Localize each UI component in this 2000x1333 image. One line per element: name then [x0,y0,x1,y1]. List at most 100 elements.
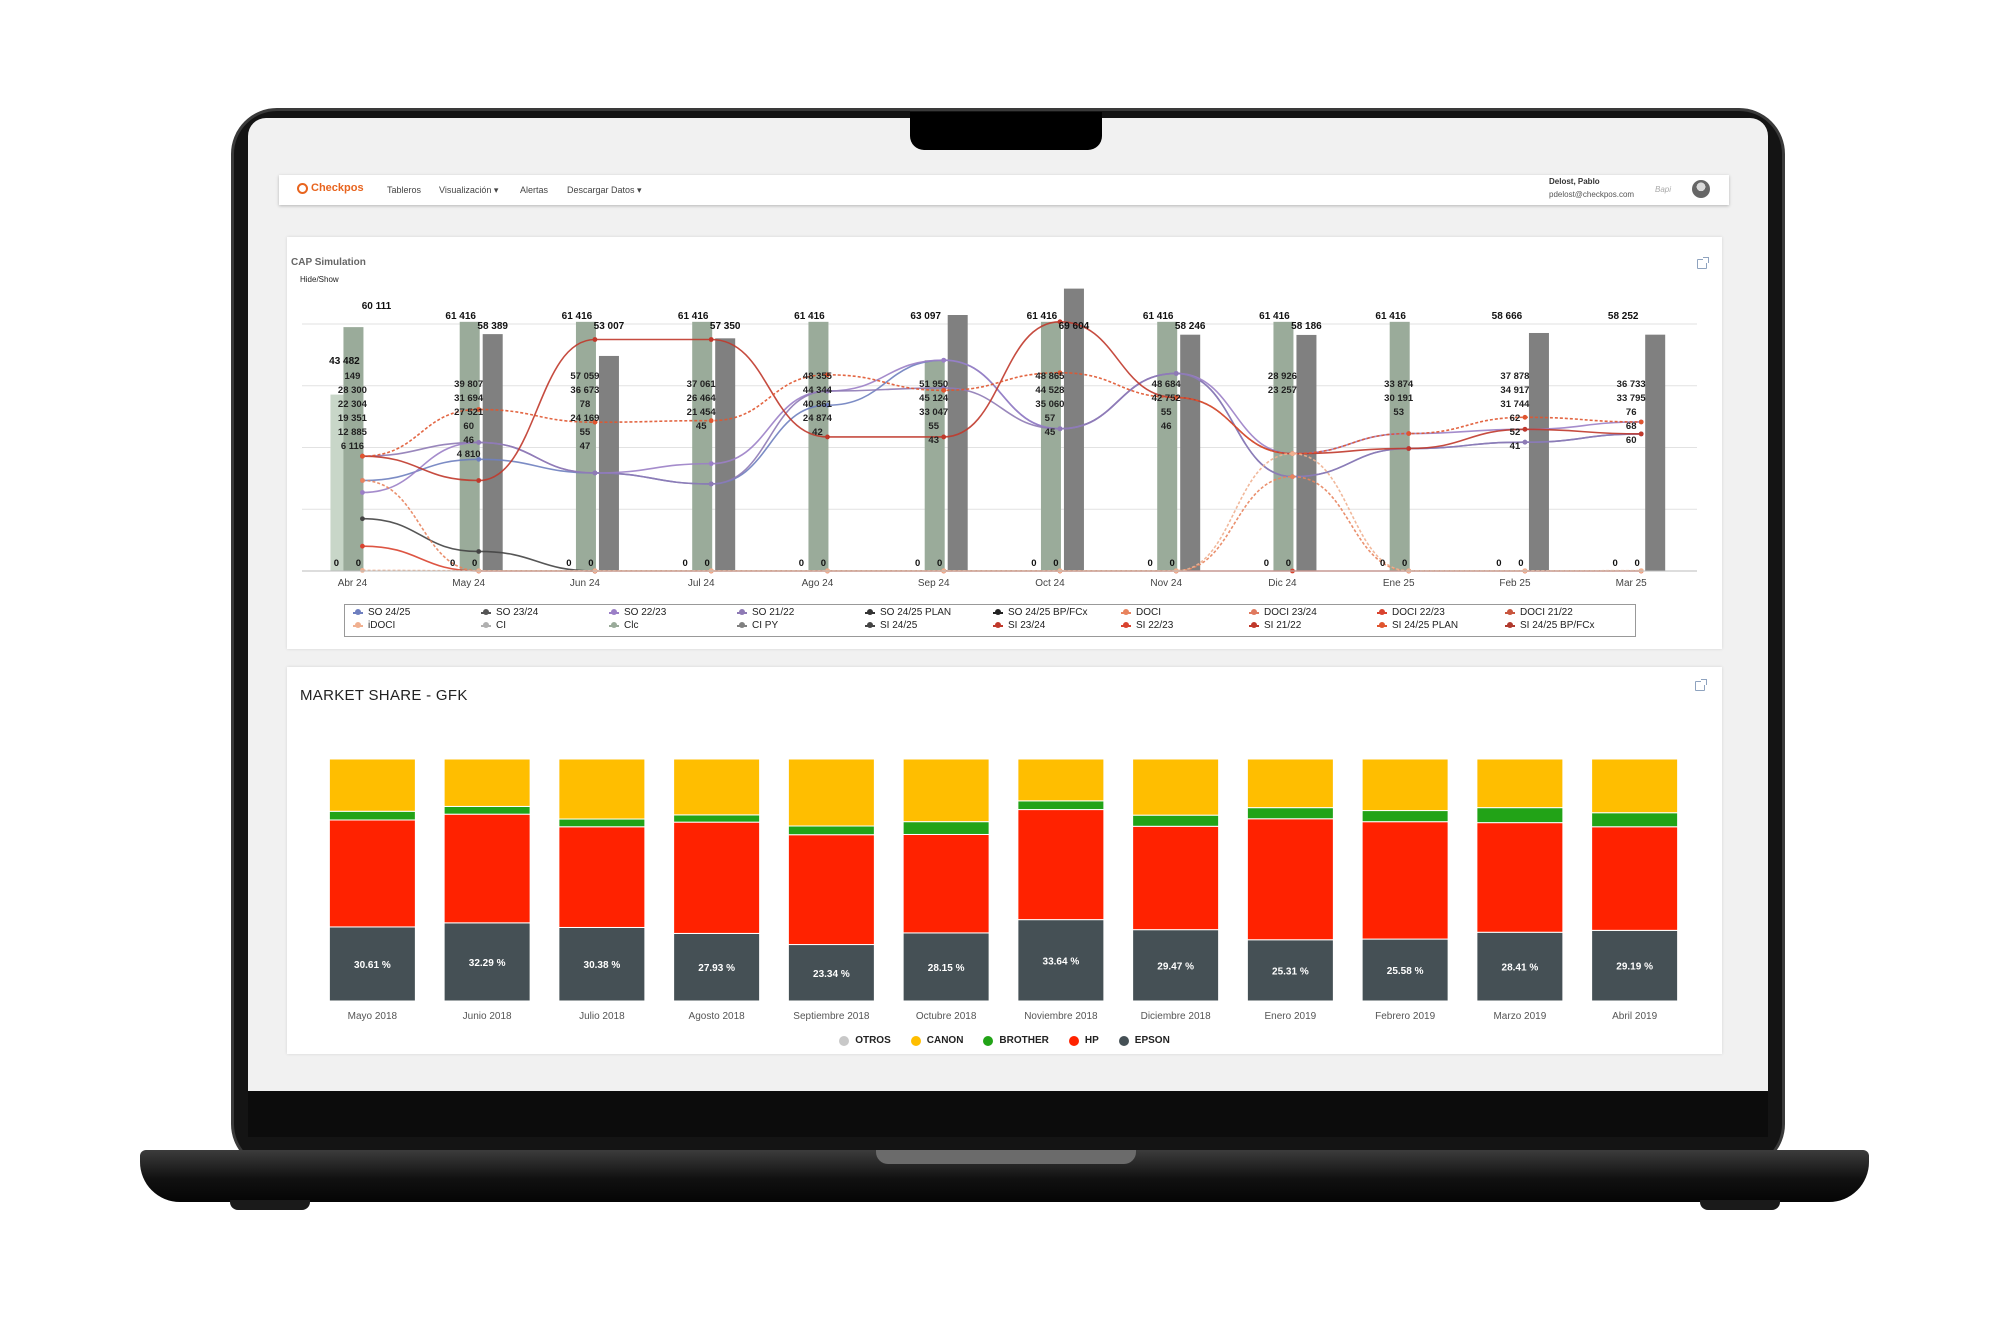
point-si-24-25-plan-4 [825,372,830,378]
point-si-24-25-plan-1 [476,407,482,412]
user-name[interactable]: Delost, Pablo [1549,177,1600,186]
external-link-icon[interactable] [1697,257,1709,269]
legend-label: iDOCI [368,620,396,631]
bar-top-label: 61 416 [1027,311,1058,322]
legend-marker-icon [737,621,747,628]
market-share-title: MARKET SHARE - GFK [300,687,468,704]
point-label: 37 061 [687,379,717,390]
legend-item-epson[interactable]: EPSON [1118,1035,1170,1046]
point-label: 47 [580,441,591,452]
x-tick-label: Marzo 2019 [1493,1011,1546,1022]
legend-item-ci[interactable]: CI [481,620,506,631]
bar-clc-9 [1389,321,1410,571]
point-label: 23 257 [1268,385,1297,396]
bar-brother-7 [1132,814,1220,827]
legend-item-si-24-25-bp-fcx[interactable]: SI 24/25 BP/FCx [1505,620,1594,631]
legend-item-brother[interactable]: BROTHER [983,1035,1049,1046]
bar-value-label: 30.61 % [354,960,391,971]
legend-label: DOCI 21/22 [1520,607,1573,618]
nav-visualizacion[interactable]: Visualización ▾ [439,185,499,195]
legend-item-so-21-22[interactable]: SO 21/22 [737,607,794,618]
legend-item-otros[interactable]: OTROS [839,1035,891,1046]
point-label: 42 752 [1152,393,1181,404]
legend-item-so-22-23[interactable]: SO 22/23 [609,607,666,618]
legend-item-clc[interactable]: Clc [609,620,638,631]
legend-item-so-24-25-bp-fcx[interactable]: SO 24/25 BP/FCx [993,607,1087,618]
bar-hp-7 [1132,825,1220,931]
bar-hp-2 [558,826,646,928]
legend-item-doci-23-24[interactable]: DOCI 23/24 [1249,607,1317,618]
hide-show-toggle[interactable]: Hide/Show [300,275,339,284]
legend-item-so-24-25[interactable]: SO 24/25 [353,607,410,618]
legend-item-si-23-24[interactable]: SI 23/24 [993,620,1045,631]
app-logo[interactable]: Checkpos [297,182,364,194]
point-label: 37 878 [1500,371,1529,382]
legend-item-canon[interactable]: CANON [910,1035,963,1046]
avatar[interactable] [1692,180,1710,198]
market-share-legend: OTROS CANON BROTHER HP EPSON [287,1035,1722,1049]
market-share-card: MARKET SHARE - GFK 30.61 % Mayo 2018 32.29… [287,667,1722,1054]
zero-label: 0 [450,558,455,569]
legend-item-doci-21-22[interactable]: DOCI 21/22 [1505,607,1573,618]
user-extra-label: Bapi [1655,185,1672,194]
x-tick-label: Feb 25 [1499,578,1531,589]
bar-hp-1 [443,813,531,924]
legend-item-hp[interactable]: HP [1068,1035,1099,1046]
x-tick-label: Ene 25 [1383,578,1415,589]
external-link-icon[interactable] [1695,679,1707,691]
point-label: 28 926 [1268,371,1297,382]
cap-simulation-title: CAP Simulation [291,257,366,268]
legend-marker-icon [1249,621,1259,628]
point-label: 12 885 [338,427,368,438]
legend-label: SI 22/23 [1136,620,1174,631]
zero-label: 0 [356,558,361,569]
point-si-23-24-3 [708,337,714,342]
x-tick-label: Enero 2019 [1265,1011,1317,1022]
line-idoci [362,452,1642,572]
zero-label: 0 [915,558,920,569]
bar-top-label: 58 246 [1175,321,1206,332]
nav-alertas[interactable]: Alertas [520,185,549,195]
legend-item-si-24-25-plan[interactable]: SI 24/25 PLAN [1377,620,1458,631]
legend-label: DOCI 23/24 [1264,607,1317,618]
legend-item-si-22-23[interactable]: SI 22/23 [1121,620,1173,631]
line-so-21-22 [362,372,1642,485]
bar-canon-8 [1246,758,1334,809]
zero-label: 0 [566,558,571,569]
point-idoci-8 [1290,451,1295,457]
legend-item-si-21-22[interactable]: SI 21/22 [1249,620,1301,631]
bar-clc-1 [459,321,480,571]
legend-item-ci-py[interactable]: CI PY [737,620,778,631]
bar-top-label: 63 097 [910,311,941,322]
bar-hp-11 [1591,826,1679,931]
nav-descargar-datos[interactable]: Descargar Datos ▾ [567,185,642,195]
legend-item-so-24-25-plan[interactable]: SO 24/25 PLAN [865,607,951,618]
legend-item-doci-22-23[interactable]: DOCI 22/23 [1377,607,1445,618]
point-label: 43 [928,435,939,446]
bar-epson-6 [1017,919,1105,1002]
bar-brother-5 [902,821,990,835]
point-label: 48 684 [1152,379,1182,390]
legend-item-doci[interactable]: DOCI [1121,607,1161,618]
bar-top-label: 61 416 [1143,311,1174,322]
legend-label: EPSON [1134,1035,1170,1046]
legend-marker-icon [481,608,491,615]
bar-top-label: 53 007 [594,321,625,332]
legend-item-si-24-25[interactable]: SI 24/25 [865,620,917,631]
point-si-23-24-5 [941,434,947,440]
legend-marker-icon [353,608,363,615]
legend-label: Clc [624,620,639,631]
point-si-22-23-0 [360,543,365,549]
x-tick-label: Noviembre 2018 [1024,1011,1098,1022]
legend-item-so-23-24[interactable]: SO 23/24 [481,607,538,618]
bar-epson-10 [1476,931,1564,1002]
point-label: 27 521 [454,407,484,418]
bar-epson-7 [1132,929,1220,1002]
bar-brother-1 [443,805,531,815]
zero-label: 0 [1380,558,1385,569]
point-label: 45 124 [919,393,949,404]
point-label: 26 464 [687,393,717,404]
legend-item-idoci[interactable]: iDOCI [353,620,395,631]
point-label: 24 874 [803,413,833,424]
nav-tableros[interactable]: Tableros [387,185,422,195]
